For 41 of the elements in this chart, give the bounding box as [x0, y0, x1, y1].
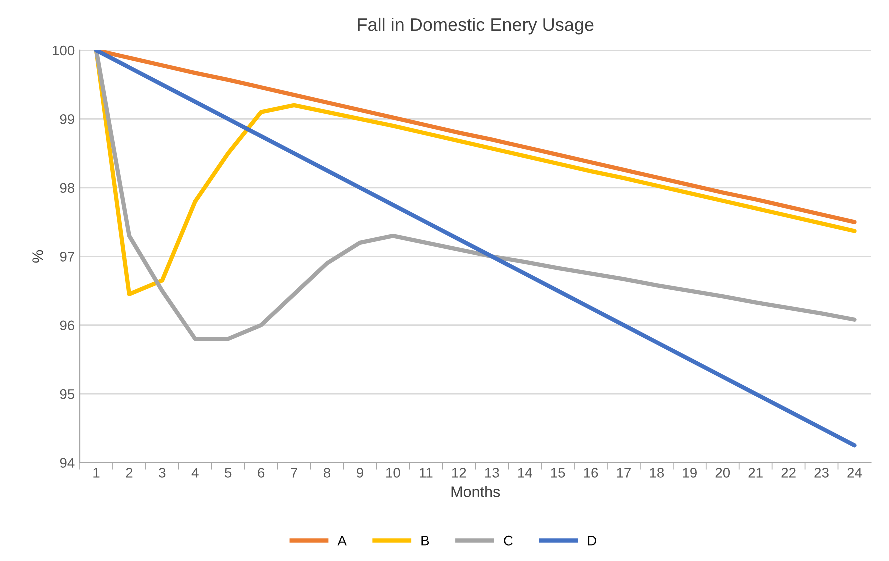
x-tick-label: 3	[159, 468, 166, 478]
y-axis-title: %	[32, 250, 44, 263]
x-tick-label: 7	[291, 468, 298, 478]
x-tick-label: 19	[683, 468, 697, 478]
line-series	[94, 50, 857, 448]
x-tick-label: 11	[420, 468, 433, 478]
legend-label: A	[338, 536, 347, 546]
x-tick-label: 1	[94, 468, 100, 478]
x-tick-label: 13	[485, 468, 500, 478]
x-tick-label: 8	[324, 468, 331, 478]
chart-title: Fall in Domestic Enery Usage	[358, 18, 594, 35]
x-tick-label: 6	[258, 468, 265, 478]
y-tick-label: 97	[60, 252, 74, 262]
y-tick-label: 96	[60, 320, 75, 331]
x-tick-label: 18	[650, 468, 664, 478]
x-tick-label: 5	[225, 468, 232, 478]
legend-label: D	[588, 536, 596, 546]
x-tick-label: 24	[848, 468, 862, 478]
x-tick-label: 23	[814, 468, 829, 478]
line-series	[94, 50, 857, 342]
x-tick-label: 9	[357, 468, 364, 478]
y-tick-label: 98	[60, 183, 75, 194]
line-series	[94, 50, 857, 297]
x-tick-label: 2	[126, 468, 133, 478]
x-tick-label: 16	[584, 468, 598, 478]
x-tick-label: 4	[192, 468, 199, 478]
legend-label: B	[422, 536, 430, 546]
x-tick-label: 14	[518, 468, 532, 478]
x-tick-label: 15	[551, 468, 566, 478]
y-tick-label: 99	[60, 114, 74, 124]
x-axis-title: Months	[452, 486, 500, 498]
x-tick-label: 10	[386, 468, 400, 478]
x-tick-label: 22	[782, 468, 796, 478]
y-tick-label: 94	[60, 458, 75, 468]
x-tick-label: 20	[716, 468, 730, 478]
x-tick-label: 17	[617, 468, 631, 478]
x-tick-label: 12	[452, 468, 466, 478]
x-tick-label: 21	[748, 468, 763, 478]
y-tick-label: 100	[53, 46, 75, 56]
y-tick-label: 95	[60, 389, 75, 400]
legend-label: C	[504, 536, 513, 546]
